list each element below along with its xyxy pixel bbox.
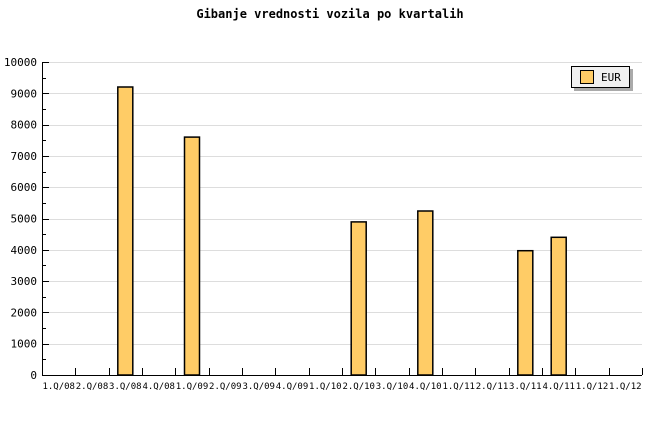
x-axis-label: 1.Q/10 xyxy=(309,382,342,392)
x-axis-label: 4.Q/11 xyxy=(542,382,575,392)
y-axis-label: 10000 xyxy=(4,56,37,69)
y-axis-label: 9000 xyxy=(11,87,38,100)
bar-2.Q/10 xyxy=(350,221,367,376)
y-axis-label: 0 xyxy=(30,369,37,382)
bar-1.Q/09 xyxy=(183,136,201,376)
x-axis-label: 4.Q/10 xyxy=(409,382,442,392)
y-axis-label: 2000 xyxy=(11,306,38,319)
x-axis-label: 3.Q/10 xyxy=(376,382,409,392)
bar-3.Q/08 xyxy=(117,86,134,376)
x-axis-label: 3.Q/09 xyxy=(242,382,275,392)
bar-4.Q/10 xyxy=(417,210,434,376)
x-axis-label: 2.Q/10 xyxy=(342,382,375,392)
x-axis-label: 2.Q/08 xyxy=(76,382,109,392)
y-axis-label: 7000 xyxy=(11,150,38,163)
y-axis-label: 5000 xyxy=(11,213,38,226)
x-axis-label: 1.Q/11 xyxy=(442,382,475,392)
legend: EUR xyxy=(571,66,630,88)
y-axis-label: 4000 xyxy=(11,244,38,257)
bar-3.Q/11 xyxy=(517,249,534,376)
x-axis-label: 3.Q/11 xyxy=(509,382,542,392)
legend-swatch-eur xyxy=(580,70,594,84)
x-axis-label: 4.Q/08 xyxy=(142,382,175,392)
x-axis-label: 3.Q/08 xyxy=(109,382,142,392)
x-axis-label: 1.Q/09 xyxy=(176,382,209,392)
y-axis-label: 3000 xyxy=(11,275,38,288)
x-axis-label: 1.Q/12 xyxy=(609,382,642,392)
y-axis-label: 6000 xyxy=(11,181,38,194)
x-axis-label: 1.Q/08 xyxy=(42,382,75,392)
chart-title: Gibanje vrednosti vozila po kvartalih xyxy=(196,7,464,21)
x-axis-label: 2.Q/09 xyxy=(209,382,242,392)
x-axis-label: 4.Q/09 xyxy=(276,382,309,392)
y-axis-label: 8000 xyxy=(11,119,38,132)
x-axis-label: 1.Q/12 xyxy=(576,382,609,392)
x-axis-label: 2.Q/11 xyxy=(476,382,509,392)
y-axis-label: 1000 xyxy=(11,338,38,351)
legend-label-eur: EUR xyxy=(601,70,621,84)
bar-4.Q/11 xyxy=(550,236,567,376)
